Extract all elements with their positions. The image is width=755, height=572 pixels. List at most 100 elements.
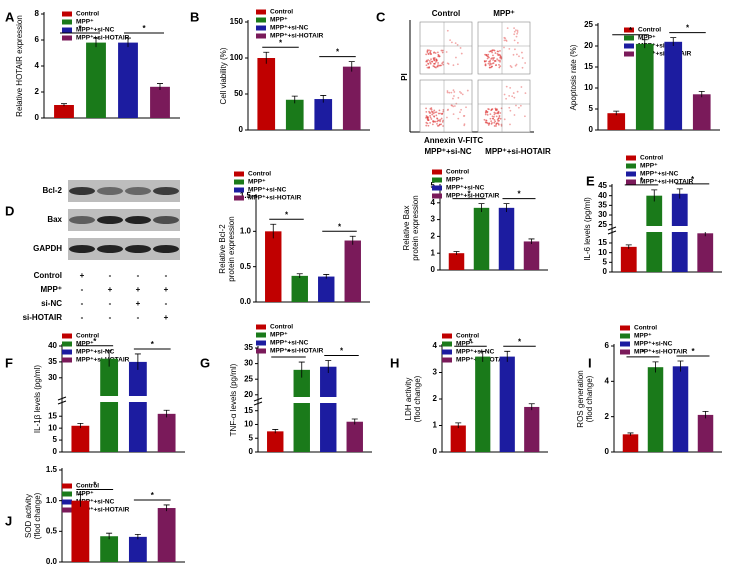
bar (314, 99, 333, 130)
flow-dot (431, 113, 434, 116)
significance-label: * (142, 24, 146, 33)
y-tick-label: 4 (605, 376, 610, 385)
flow-dot (449, 39, 451, 42)
y-tick-label: 20 (584, 41, 593, 50)
flow-dot (495, 122, 498, 125)
error-bar (320, 95, 327, 103)
legend-label: MPP⁺+si-NC (270, 340, 309, 347)
significance-label: * (285, 210, 289, 219)
y-tick-label: 0 (239, 125, 244, 134)
y-axis-label: LDH activity (404, 378, 413, 421)
legend-label: MPP⁺+si-HOTAIR (248, 195, 302, 202)
flow-dot (425, 53, 428, 56)
error-bar (272, 429, 279, 434)
significance-label: * (336, 48, 340, 57)
flow-dot (513, 96, 516, 99)
flow-dot (453, 91, 456, 93)
flow-dot (439, 64, 442, 67)
y-tick-label: 25 (584, 20, 593, 29)
flow-dot (452, 105, 455, 108)
y-tick-label: 30 (598, 210, 607, 219)
blot-strip (68, 180, 180, 202)
flow-dot (437, 54, 440, 57)
bar (647, 367, 664, 452)
legend-label: MPP⁺ (270, 17, 288, 24)
flow-dot (508, 94, 511, 97)
bar (607, 113, 626, 130)
flow-dot (496, 58, 499, 61)
y-axis-label: ROS generation (576, 370, 585, 427)
legend-swatch (442, 333, 452, 339)
blot-band (69, 216, 95, 224)
flow-dot (524, 115, 526, 118)
flow-dot (430, 60, 433, 63)
flow-dot (509, 86, 512, 89)
y-tick-label: 40 (48, 341, 57, 350)
bar (54, 105, 74, 118)
flow-dot (491, 121, 493, 124)
flow-dot (455, 56, 457, 59)
flow-dot (460, 52, 463, 55)
flow-dot (499, 50, 501, 52)
y-tick-label: 35 (48, 357, 57, 366)
axis-break (253, 397, 263, 406)
panel-label: I (588, 355, 592, 370)
flow-dot (429, 49, 432, 52)
flow-plot (477, 79, 531, 133)
bar (450, 425, 466, 452)
flow-dot (431, 123, 434, 126)
error-bar (613, 110, 620, 116)
error-bar (702, 410, 709, 419)
flow-dot (433, 66, 436, 68)
legend-swatch (256, 332, 266, 338)
row-mark: - (81, 299, 84, 308)
flow-dot (505, 40, 508, 42)
flow-dot (498, 66, 501, 69)
legend-label: MPP⁺+si-NC (638, 43, 677, 50)
legend-label: Control (446, 169, 469, 176)
y-tick-label: 1.0 (46, 496, 58, 505)
y-tick-label: 15 (598, 238, 607, 247)
y-tick-label: 5 (589, 104, 594, 113)
error-bar (641, 39, 648, 49)
error-bar (528, 238, 535, 244)
flow-dot (496, 53, 499, 55)
error-bar (504, 350, 511, 362)
bar (475, 356, 491, 452)
flow-dot (516, 90, 519, 93)
legend-label: Control (76, 483, 99, 490)
flow-dot (505, 97, 508, 100)
flow-dot (498, 63, 500, 66)
flow-dot (517, 106, 520, 109)
y-axis-label: Apoptosis rate (%) (569, 44, 578, 110)
legend-label: MPP⁺ (640, 163, 658, 170)
flow-dot (452, 97, 454, 100)
bar (118, 42, 138, 118)
flow-dot (499, 117, 502, 120)
bar (344, 240, 361, 302)
flow-dot (491, 49, 494, 52)
flow-dot (499, 60, 501, 63)
legend-swatch (234, 179, 244, 185)
bar (498, 207, 515, 270)
flow-dot (489, 117, 492, 120)
y-tick-label: 0.5 (46, 526, 58, 535)
significance-label: * (93, 337, 97, 346)
flow-dot (432, 65, 435, 67)
legend-swatch (234, 171, 244, 177)
flow-dot (429, 52, 432, 54)
row-label: si-HOTAIR (23, 313, 63, 322)
error-bar (163, 504, 170, 512)
flow-dot (436, 122, 438, 125)
flow-dot (512, 92, 515, 94)
flow-dot (493, 121, 496, 124)
flow-dot (435, 58, 438, 61)
flow-dot (489, 50, 492, 53)
flow-dot (511, 95, 514, 98)
flow-dot (516, 29, 519, 32)
legend-swatch (624, 51, 634, 57)
flow-dot (493, 118, 496, 121)
blot-strip (68, 209, 180, 231)
y-tick-label: 5 (53, 435, 58, 444)
y-tick-label: 2 (433, 394, 438, 403)
